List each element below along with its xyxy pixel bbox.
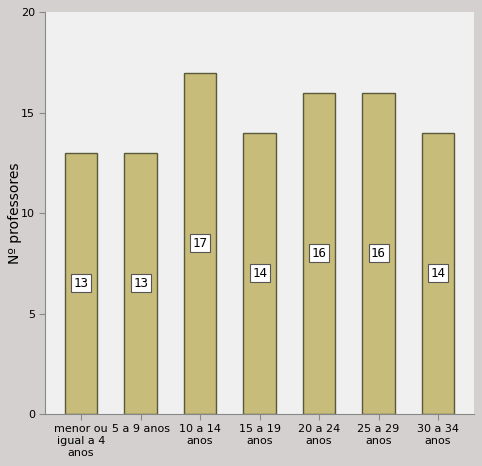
Text: 16: 16 [311, 247, 326, 260]
Text: 13: 13 [133, 277, 148, 290]
Bar [124, 153, 157, 414]
Y-axis label: Nº professores: Nº professores [8, 163, 22, 264]
Text: 17: 17 [193, 237, 208, 250]
Text: 16: 16 [371, 247, 386, 260]
Bar [422, 133, 455, 414]
Bar [243, 133, 276, 414]
Bar [65, 153, 97, 414]
Text: 14: 14 [252, 267, 267, 280]
Bar [184, 73, 216, 414]
Text: 13: 13 [74, 277, 89, 290]
Bar [303, 93, 335, 414]
Text: 14: 14 [430, 267, 445, 280]
Bar [362, 93, 395, 414]
